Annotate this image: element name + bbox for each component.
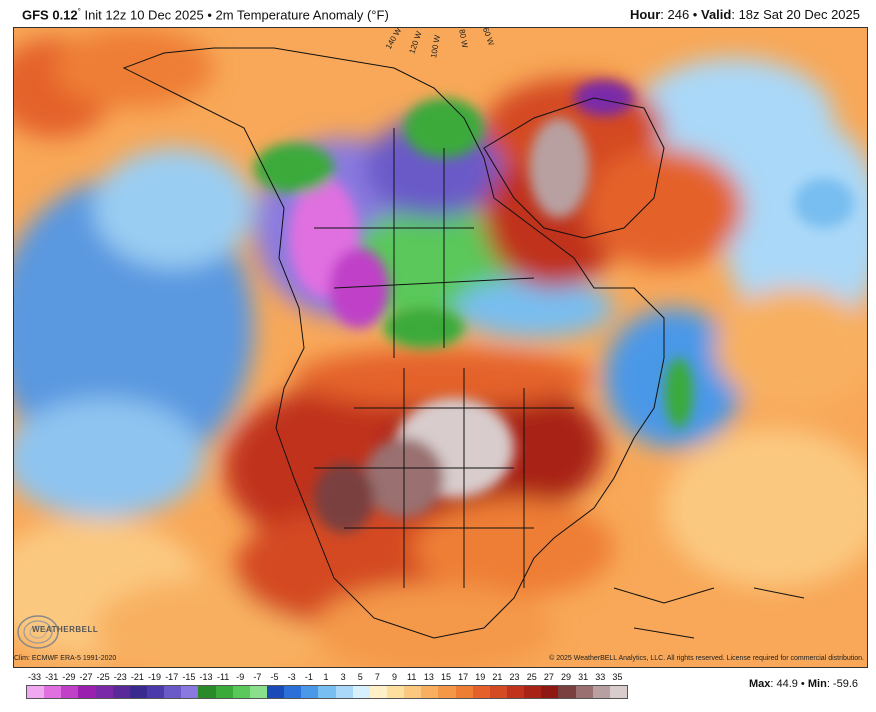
legend-tick: 15 [440, 672, 451, 682]
model-name: GFS 0.12 [22, 7, 78, 23]
color-scale-bar [26, 685, 628, 699]
legend-tick: 19 [475, 672, 486, 682]
copyright-note: © 2025 WeatherBELL Analytics, LLC. All r… [549, 655, 864, 662]
min-label: Min [807, 678, 827, 690]
legend-swatch [592, 686, 610, 698]
legend-swatch [489, 686, 507, 698]
legend-tick: -27 [79, 672, 93, 682]
init-text: Init 12z 10 Dec 2025 • 2m Temperature An… [80, 7, 389, 23]
legend-swatch [198, 686, 216, 698]
legend-swatch [386, 686, 405, 698]
max-label: Max [748, 678, 771, 690]
legend-tick: -19 [148, 672, 162, 682]
legend-swatch [181, 686, 199, 698]
legend-swatch [249, 686, 267, 698]
logo-text: WEATHERBELL [32, 625, 99, 634]
legend-swatch [335, 686, 353, 698]
valid-time: Hour: 246 • Valid: 18z Sat 20 Dec 2025 [630, 7, 860, 22]
valid-label: Valid [700, 7, 732, 22]
legend-tick: -17 [165, 672, 179, 682]
legend-tick: 13 [423, 672, 434, 682]
max-min-readout: Max: 44.9 • Min: -59.6 [749, 678, 858, 690]
legend-tick: -29 [62, 672, 76, 682]
legend-tick: -9 [236, 672, 245, 682]
legend-swatch [609, 686, 627, 698]
legend-tick: 23 [509, 672, 520, 682]
legend-swatch [266, 686, 285, 698]
legend-swatch [44, 686, 62, 698]
legend-tick: -3 [287, 672, 296, 682]
legend-tick: -31 [45, 672, 59, 682]
legend-swatch [112, 686, 130, 698]
legend-tick: 35 [612, 672, 623, 682]
legend-swatch [164, 686, 182, 698]
legend-swatch [301, 686, 319, 698]
legend-tick: -5 [270, 672, 279, 682]
legend-tick: -33 [28, 672, 42, 682]
legend-tick: -21 [130, 672, 144, 682]
legend-swatch [369, 686, 387, 698]
max-value: : 44.9 • [770, 678, 808, 690]
legend-tick: -1 [304, 672, 313, 682]
legend-tick: -23 [113, 672, 127, 682]
min-value: : -59.6 [826, 678, 858, 690]
legend-swatch [146, 686, 165, 698]
legend-swatch [472, 686, 490, 698]
legend-tick: 11 [407, 672, 417, 682]
legend-swatch [27, 686, 45, 698]
hour-label: Hour [629, 7, 661, 22]
legend-swatch [95, 686, 113, 698]
map-svg [14, 28, 867, 667]
chart-title: GFS 0.12° Init 12z 10 Dec 2025 • 2m Temp… [22, 7, 389, 22]
legend-tick: -15 [182, 672, 196, 682]
legend-swatch [61, 686, 79, 698]
weatherbell-logo-icon [17, 615, 59, 649]
legend-swatch [455, 686, 473, 698]
anomaly-map: 140 W 120 W 100 W 80 W 60 W [13, 27, 868, 668]
legend-tick: 31 [578, 672, 589, 682]
legend-swatch [421, 686, 439, 698]
legend-swatch [541, 686, 559, 698]
header-bar: GFS 0.12° Init 12z 10 Dec 2025 • 2m Temp… [0, 0, 876, 28]
legend-tick: -25 [96, 672, 110, 682]
legend-tick: 7 [374, 672, 380, 682]
legend-tick: 9 [392, 672, 398, 682]
legend-tick: 1 [323, 672, 329, 682]
legend-tick: 27 [543, 672, 554, 682]
degree-mark: ° [77, 7, 81, 16]
legend-tick: 33 [595, 672, 606, 682]
legend-tick: -11 [216, 672, 230, 682]
legend-swatch [352, 686, 370, 698]
legend-tick: 17 [458, 672, 469, 682]
legend-swatch [506, 686, 525, 698]
legend-tick: 5 [357, 672, 363, 682]
legend-tick: 3 [340, 672, 346, 682]
legend-swatch [129, 686, 147, 698]
legend-swatch [558, 686, 576, 698]
legend-swatch [524, 686, 542, 698]
legend-tick: 29 [560, 672, 571, 682]
legend-swatch [404, 686, 422, 698]
legend-swatch [318, 686, 336, 698]
legend-tick: 21 [492, 672, 503, 682]
hour-value: : 246 • [660, 7, 701, 22]
legend-swatch [215, 686, 233, 698]
valid-value: : 18z Sat 20 Dec 2025 [731, 7, 860, 22]
legend-swatch [78, 686, 96, 698]
clim-note: Clim: ECMWF ERA-5 1991-2020 [14, 655, 117, 662]
legend-swatch [284, 686, 302, 698]
legend-swatch [438, 686, 456, 698]
legend-swatch [232, 686, 250, 698]
legend-tick: -7 [253, 672, 262, 682]
legend-swatch [575, 686, 593, 698]
legend-tick: -13 [199, 672, 213, 682]
legend-tick: 25 [526, 672, 537, 682]
